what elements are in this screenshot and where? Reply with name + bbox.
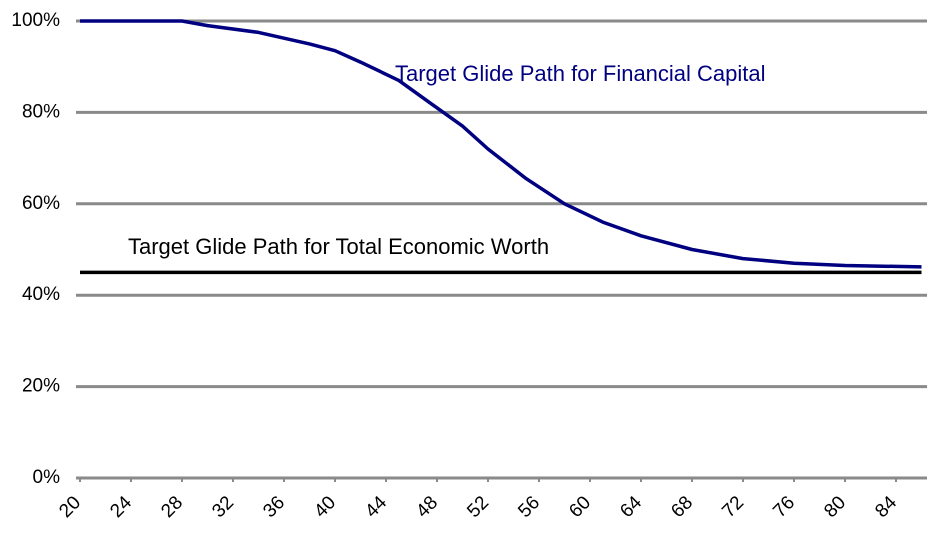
x-tick-label: 48	[412, 492, 442, 522]
x-tick-label: 68	[667, 492, 697, 522]
x-tick-label: 32	[208, 492, 238, 522]
annotation-total-economic-worth: Target Glide Path for Total Economic Wor…	[128, 234, 549, 259]
x-tick-label: 52	[463, 492, 493, 522]
y-tick-label: 100%	[11, 10, 60, 31]
y-tick-label: 80%	[22, 101, 60, 122]
y-tick-label: 60%	[22, 193, 60, 214]
x-tick-label: 44	[361, 492, 391, 522]
x-tick-label: 28	[157, 492, 187, 522]
x-tick-label: 56	[514, 492, 544, 522]
x-tick-label: 24	[106, 492, 136, 522]
y-tick-label: 20%	[22, 376, 60, 397]
y-tick-label: 0%	[33, 467, 61, 488]
x-tick-label: 36	[259, 492, 289, 522]
x-tick-label: 64	[616, 492, 646, 522]
series-line	[80, 19, 922, 269]
x-tick-label: 76	[769, 492, 799, 522]
x-tick-label: 84	[871, 492, 901, 522]
annotation-financial-capital: Target Glide Path for Financial Capital	[395, 61, 766, 86]
x-tick-label: 60	[565, 492, 595, 522]
x-tick-label: 80	[820, 492, 850, 522]
x-tick-label: 20	[55, 492, 85, 522]
y-tick-label: 40%	[22, 284, 60, 305]
x-tick-label: 72	[718, 492, 748, 522]
x-tick-label: 40	[310, 492, 340, 522]
